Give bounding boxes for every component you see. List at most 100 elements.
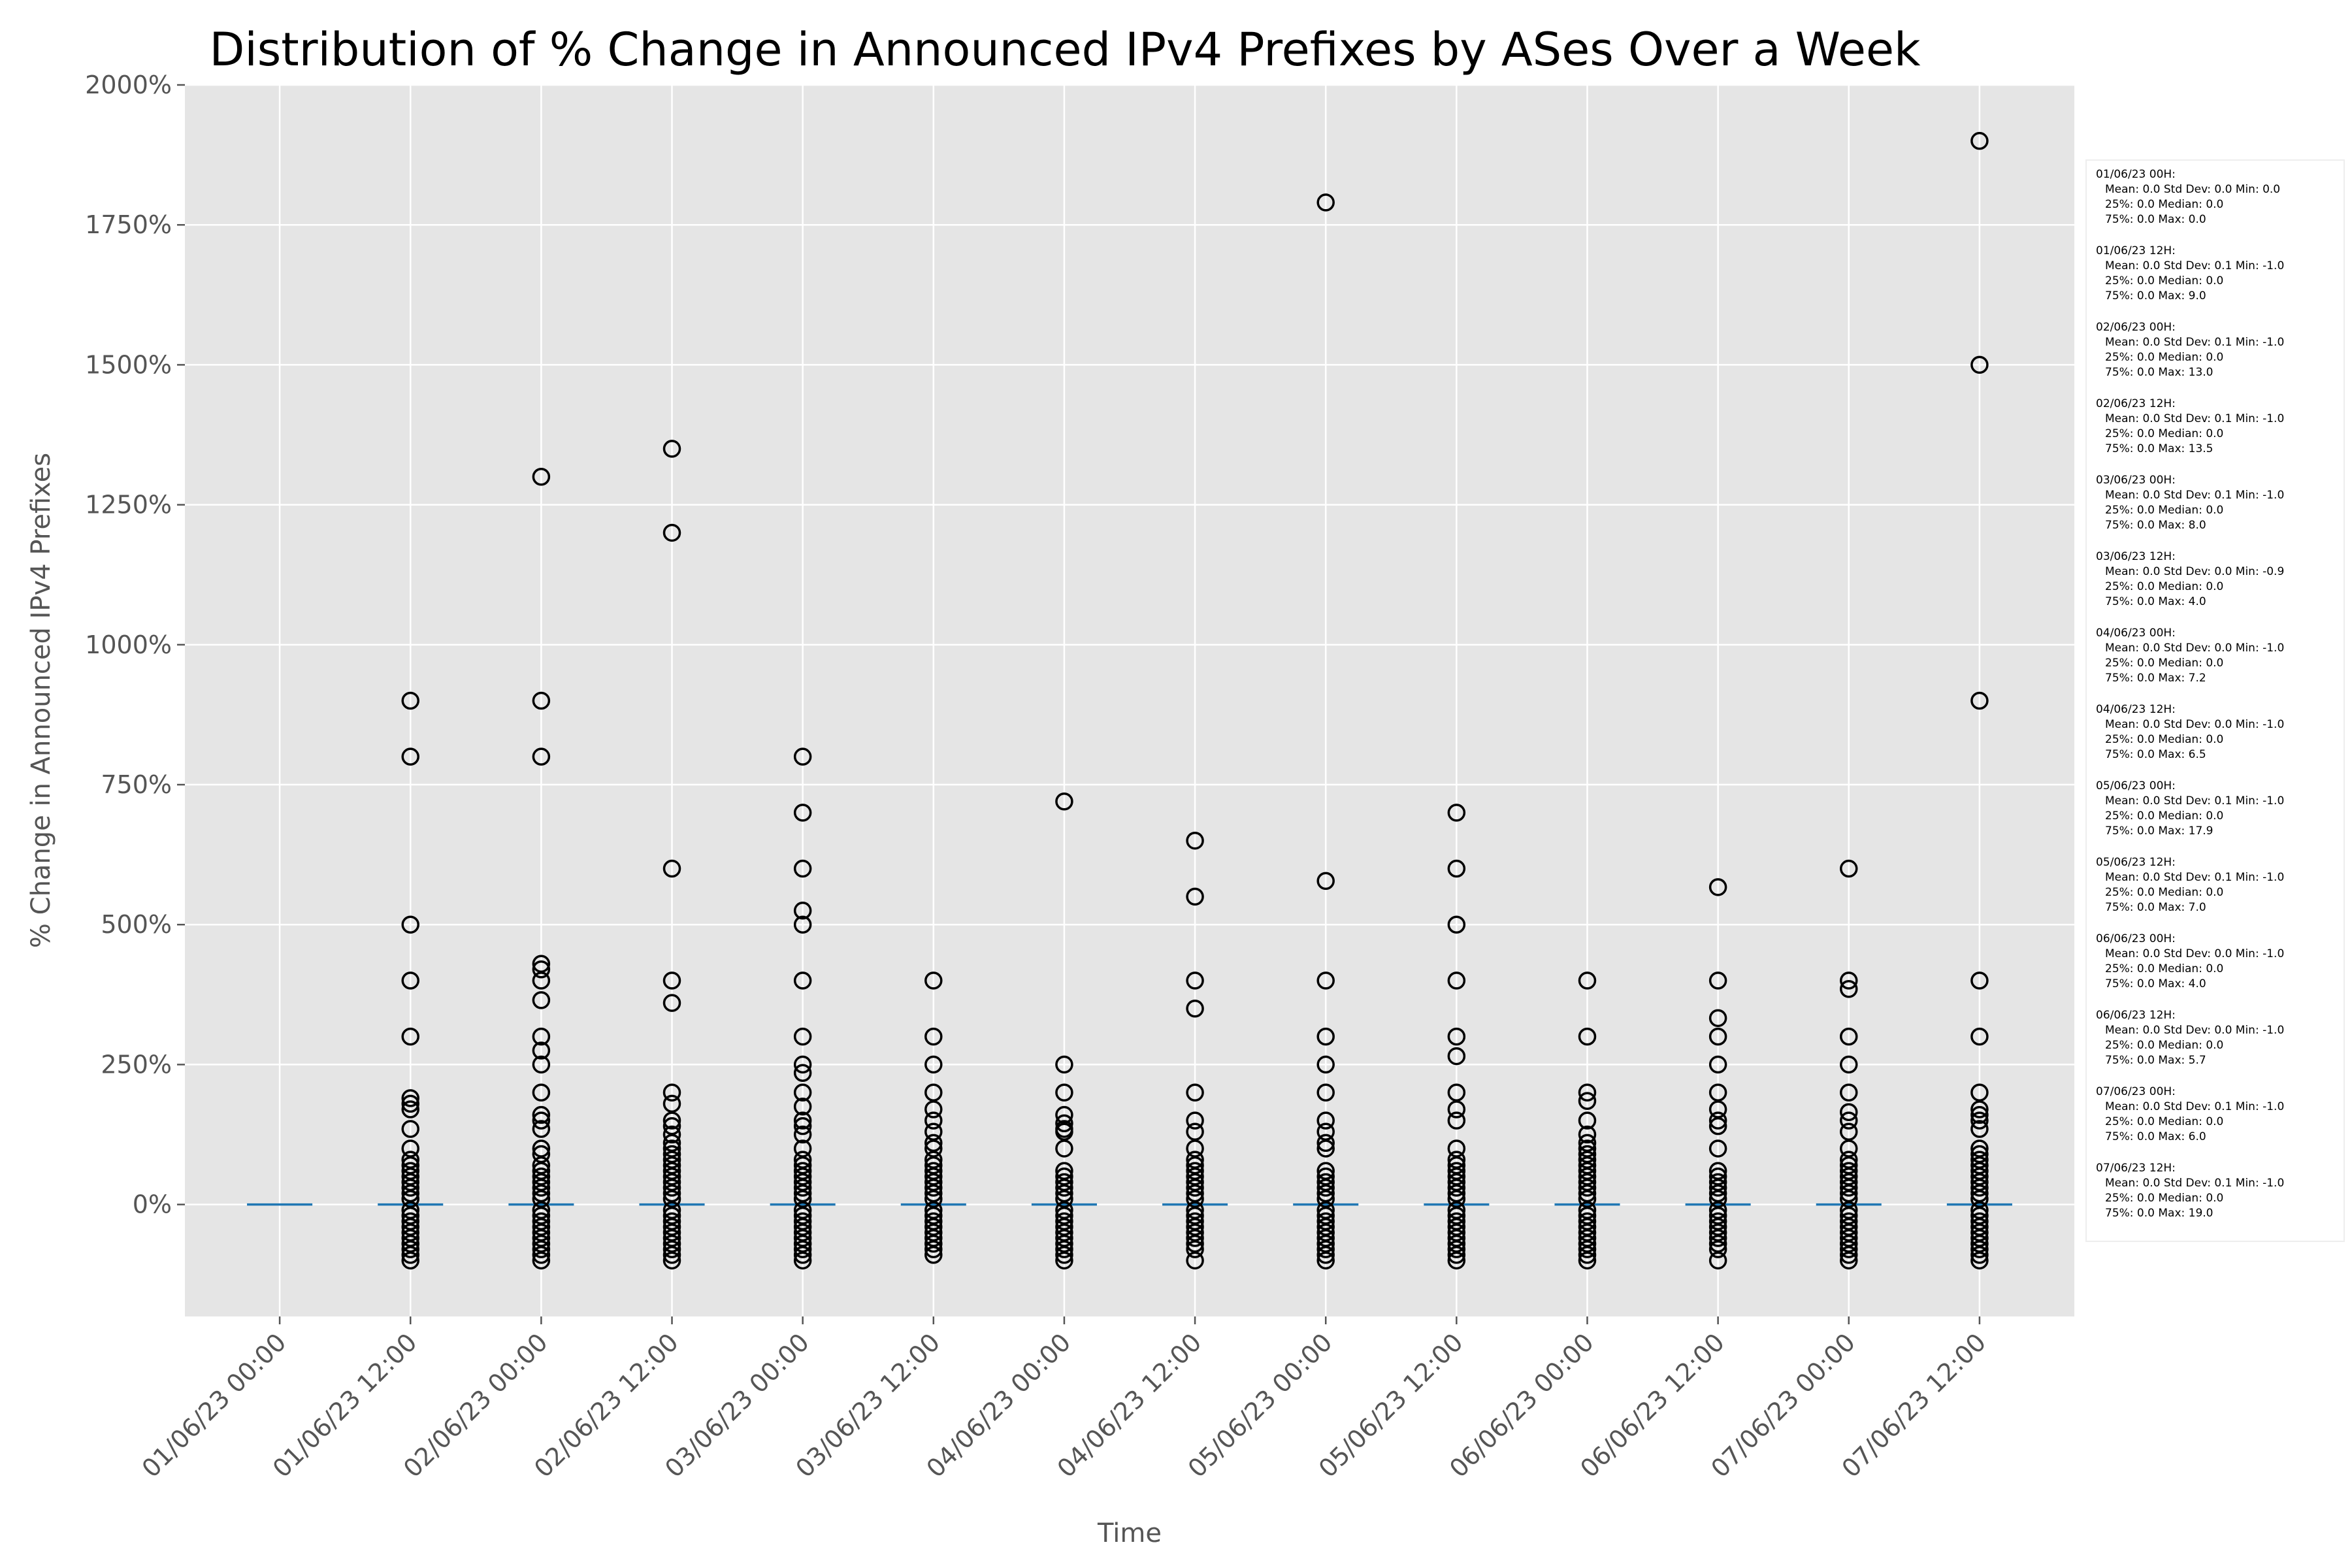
outlier-point bbox=[1578, 1092, 1597, 1110]
y-tick-label: 0% bbox=[133, 1190, 172, 1219]
outlier-point bbox=[1840, 1111, 1858, 1130]
outlier-point bbox=[532, 991, 551, 1009]
y-tick-label: 1500% bbox=[85, 350, 172, 379]
outlier-point bbox=[1578, 1083, 1597, 1102]
y-tick-label: 1000% bbox=[85, 630, 172, 659]
stats-line: 25%: 0.0 Median: 0.0 bbox=[2105, 1115, 2223, 1128]
outlier-point bbox=[662, 972, 681, 990]
outlier-point bbox=[1578, 1027, 1597, 1046]
outlier-point bbox=[1840, 1240, 1858, 1258]
outlier-point bbox=[401, 1094, 419, 1113]
stats-line: Mean: 0.0 Std Dev: 0.0 Min: 0.0 bbox=[2105, 183, 2280, 196]
stats-line: 75%: 0.0 Max: 9.0 bbox=[2105, 289, 2206, 302]
outlier-point bbox=[1447, 859, 1466, 878]
y-tick-label: 250% bbox=[101, 1050, 172, 1079]
outlier-point bbox=[662, 1125, 681, 1144]
outlier-point bbox=[1708, 1055, 1727, 1074]
stats-line: 75%: 0.0 Max: 4.0 bbox=[2105, 977, 2206, 990]
stats-line: 25%: 0.0 Median: 0.0 bbox=[2105, 886, 2223, 899]
stats-line: Mean: 0.0 Std Dev: 0.1 Min: -1.0 bbox=[2105, 412, 2284, 425]
outlier-point bbox=[401, 1240, 419, 1258]
outlier-point bbox=[401, 1120, 419, 1138]
outlier-point bbox=[1970, 1251, 1989, 1270]
stats-line: Mean: 0.0 Std Dev: 0.1 Min: -1.0 bbox=[2105, 336, 2284, 349]
outlier-point bbox=[1447, 1047, 1466, 1066]
stats-line: 75%: 0.0 Max: 5.7 bbox=[2105, 1054, 2206, 1067]
stats-line: 75%: 0.0 Max: 17.9 bbox=[2105, 825, 2213, 838]
stats-entry-12: 07/06/23 00H: Mean: 0.0 Std Dev: 0.1 Min:… bbox=[2096, 1085, 2284, 1143]
outlier-point bbox=[532, 1240, 551, 1258]
outlier-point bbox=[1055, 1251, 1073, 1270]
outlier-point bbox=[532, 1251, 551, 1270]
box-3 bbox=[639, 440, 705, 1270]
stats-header: 07/06/23 00H: bbox=[2096, 1085, 2176, 1098]
outlier-point bbox=[793, 1097, 812, 1116]
outlier-point bbox=[1840, 1246, 1858, 1264]
outlier-point bbox=[1055, 1139, 1073, 1158]
outlier-point bbox=[1055, 792, 1073, 811]
outlier-point bbox=[1316, 1251, 1335, 1270]
outlier-point bbox=[793, 804, 812, 822]
outlier-point bbox=[1840, 1083, 1858, 1102]
stats-entry-4: 03/06/23 00H: Mean: 0.0 Std Dev: 0.1 Min:… bbox=[2096, 474, 2284, 532]
outlier-point bbox=[662, 1083, 681, 1102]
outlier-point bbox=[1055, 1114, 1073, 1133]
stats-line: 75%: 0.0 Max: 0.0 bbox=[2105, 213, 2206, 226]
stats-line: 75%: 0.0 Max: 7.2 bbox=[2105, 672, 2206, 685]
stats-entry-0: 01/06/23 00H: Mean: 0.0 Std Dev: 0.0 Min:… bbox=[2096, 168, 2280, 226]
outlier-point bbox=[793, 1240, 812, 1258]
outlier-point bbox=[1708, 1229, 1727, 1247]
x-tick-label: 04/06/23 00:00 bbox=[921, 1328, 1077, 1483]
outlier-point bbox=[793, 1117, 812, 1135]
stats-legend-box: 01/06/23 00H: Mean: 0.0 Std Dev: 0.0 Min:… bbox=[2085, 159, 2345, 1242]
outlier-point bbox=[1055, 1055, 1073, 1074]
stats-entry-7: 04/06/23 12H: Mean: 0.0 Std Dev: 0.0 Min:… bbox=[2096, 703, 2284, 761]
outlier-point bbox=[1186, 831, 1204, 850]
outlier-point bbox=[532, 1041, 551, 1060]
stats-header: 03/06/23 12H: bbox=[2096, 550, 2176, 563]
stats-line: Mean: 0.0 Std Dev: 0.1 Min: -1.0 bbox=[2105, 871, 2284, 884]
box-4 bbox=[770, 747, 836, 1270]
box-11 bbox=[1685, 878, 1751, 1270]
outlier-point bbox=[793, 902, 812, 920]
outlier-point bbox=[532, 1083, 551, 1102]
stats-line: 75%: 0.0 Max: 6.0 bbox=[2105, 1130, 2206, 1143]
outlier-point bbox=[1055, 1246, 1073, 1264]
outlier-point bbox=[1055, 1240, 1073, 1258]
outlier-point bbox=[532, 468, 551, 486]
stats-box-frame bbox=[2085, 159, 2345, 1242]
outlier-point bbox=[1840, 1055, 1858, 1074]
outlier-point bbox=[924, 1234, 943, 1253]
stats-line: 75%: 0.0 Max: 13.5 bbox=[2105, 442, 2213, 455]
stats-header: 04/06/23 00H: bbox=[2096, 627, 2176, 640]
outlier-point bbox=[1708, 1251, 1727, 1270]
outlier-point bbox=[1840, 859, 1858, 878]
stats-line: Mean: 0.0 Std Dev: 0.0 Min: -1.0 bbox=[2105, 642, 2284, 655]
box-series bbox=[247, 131, 2012, 1270]
x-tick-label: 01/06/23 00:00 bbox=[137, 1328, 292, 1483]
stats-line: 25%: 0.0 Median: 0.0 bbox=[2105, 198, 2223, 211]
outlier-point bbox=[924, 1055, 943, 1074]
stats-line: 75%: 0.0 Max: 4.0 bbox=[2105, 595, 2206, 608]
box-1 bbox=[378, 691, 444, 1270]
x-tick-label: 01/06/23 12:00 bbox=[267, 1328, 423, 1483]
outlier-point bbox=[532, 1179, 551, 1197]
outlier-point bbox=[532, 1111, 551, 1130]
outlier-point bbox=[1578, 1125, 1597, 1144]
outlier-point bbox=[924, 1246, 943, 1264]
outlier-point bbox=[793, 1083, 812, 1102]
outlier-point bbox=[1316, 1083, 1335, 1102]
outlier-point bbox=[532, 691, 551, 710]
outlier-point bbox=[1316, 193, 1335, 212]
outlier-point bbox=[401, 1251, 419, 1270]
outlier-point bbox=[1186, 1251, 1204, 1270]
stats-entry-13: 07/06/23 12H: Mean: 0.0 Std Dev: 0.1 Min:… bbox=[2096, 1162, 2284, 1220]
x-tick-label: 02/06/23 00:00 bbox=[398, 1328, 553, 1483]
box-5 bbox=[900, 972, 966, 1264]
x-axis-label: Time bbox=[1097, 1518, 1162, 1548]
stats-entry-1: 01/06/23 12H: Mean: 0.0 Std Dev: 0.1 Min:… bbox=[2096, 244, 2284, 302]
outlier-point bbox=[1186, 972, 1204, 990]
outlier-point bbox=[1186, 887, 1204, 906]
plot-area bbox=[185, 85, 2074, 1316]
stats-header: 06/06/23 00H: bbox=[2096, 932, 2176, 945]
